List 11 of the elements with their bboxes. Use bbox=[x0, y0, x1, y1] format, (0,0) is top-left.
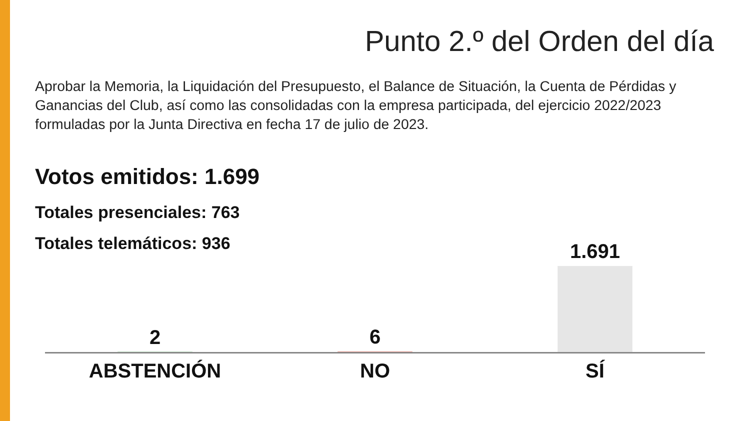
data-label: 2 bbox=[149, 326, 161, 349]
data-label: 6 bbox=[369, 326, 381, 349]
chart-title: Punto 2.º del Orden del día bbox=[364, 26, 714, 59]
x-tick-label: ABSTENCIÓN bbox=[88, 360, 222, 382]
text: Totales presenciales: 763 bbox=[35, 203, 240, 223]
x-tick-label: NO bbox=[360, 360, 390, 382]
x-tick-label: SÍ bbox=[586, 360, 605, 382]
text: Totales telemáticos: 936 bbox=[35, 234, 230, 254]
text: Votos emitidos: 1.699 bbox=[35, 164, 260, 190]
chart-subtitle: Aprobar la Memoria, la Liquidación del Presupuesto, el Balance de Situación, la Cuenta de Pérdidas y Ganancias del Club, así como las consolidadas con la empresa participada, del ejercicio 2022/2023 formuladas por la Junta Directiva en fecha 17 de julio de 2023. bbox=[35, 78, 678, 135]
data-label: 1.691 bbox=[570, 241, 620, 263]
